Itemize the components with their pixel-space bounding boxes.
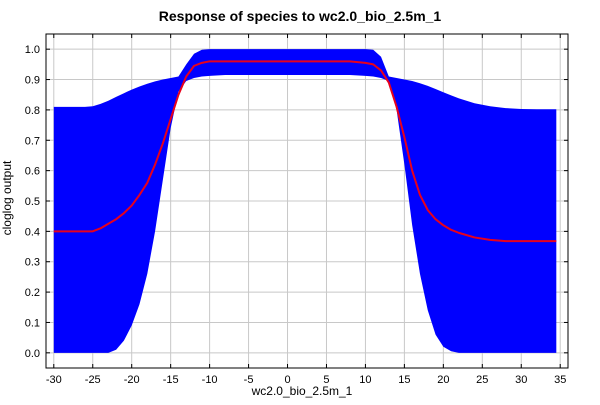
x-tick-label: -25 xyxy=(85,374,101,386)
y-tick-label: 0.5 xyxy=(25,196,40,208)
y-tick-label: 0.2 xyxy=(25,287,40,299)
x-tick-label: 30 xyxy=(515,374,527,386)
x-tick-label: 20 xyxy=(437,374,449,386)
y-tick-label: 0.1 xyxy=(25,317,40,329)
y-axis-label: cloglog output xyxy=(0,160,14,235)
confidence-band-area xyxy=(53,49,557,353)
y-tick-label: 0.0 xyxy=(25,348,40,360)
y-tick-label: 0.6 xyxy=(25,166,40,178)
x-tick-label: 15 xyxy=(398,374,410,386)
x-tick-label: 5 xyxy=(323,374,329,386)
axis-ticks: -30 -25 -20 -15 -10 -5 0 5 10 15 20 25 30 35 0.0 0.1 0.2… xyxy=(25,34,568,386)
x-tick-label: -5 xyxy=(244,374,254,386)
x-tick-label: -10 xyxy=(202,374,218,386)
x-tick-label: -20 xyxy=(124,374,140,386)
x-tick-label: 35 xyxy=(554,374,566,386)
mean-response-line xyxy=(53,60,557,243)
x-tick-label: 10 xyxy=(359,374,371,386)
x-tick-label: 0 xyxy=(284,374,290,386)
y-tick-label: 0.9 xyxy=(25,75,40,87)
y-tick-label: 0.4 xyxy=(25,226,40,238)
confidence-band xyxy=(53,49,557,353)
y-tick-label: 0.8 xyxy=(25,105,40,117)
y-tick-label: 0.7 xyxy=(25,135,40,147)
y-tick-label: 0.3 xyxy=(25,257,40,269)
x-tick-label: 25 xyxy=(476,374,488,386)
x-axis-label: wc2.0_bio_2.5m_1 xyxy=(251,384,353,398)
x-tick-label: -30 xyxy=(46,374,62,386)
x-tick-label: -15 xyxy=(163,374,179,386)
chart-title: Response of species to wc2.0_bio_2.5m_1 xyxy=(159,8,442,24)
y-tick-label: 1.0 xyxy=(25,44,40,56)
mean-response-line-group xyxy=(53,60,557,243)
